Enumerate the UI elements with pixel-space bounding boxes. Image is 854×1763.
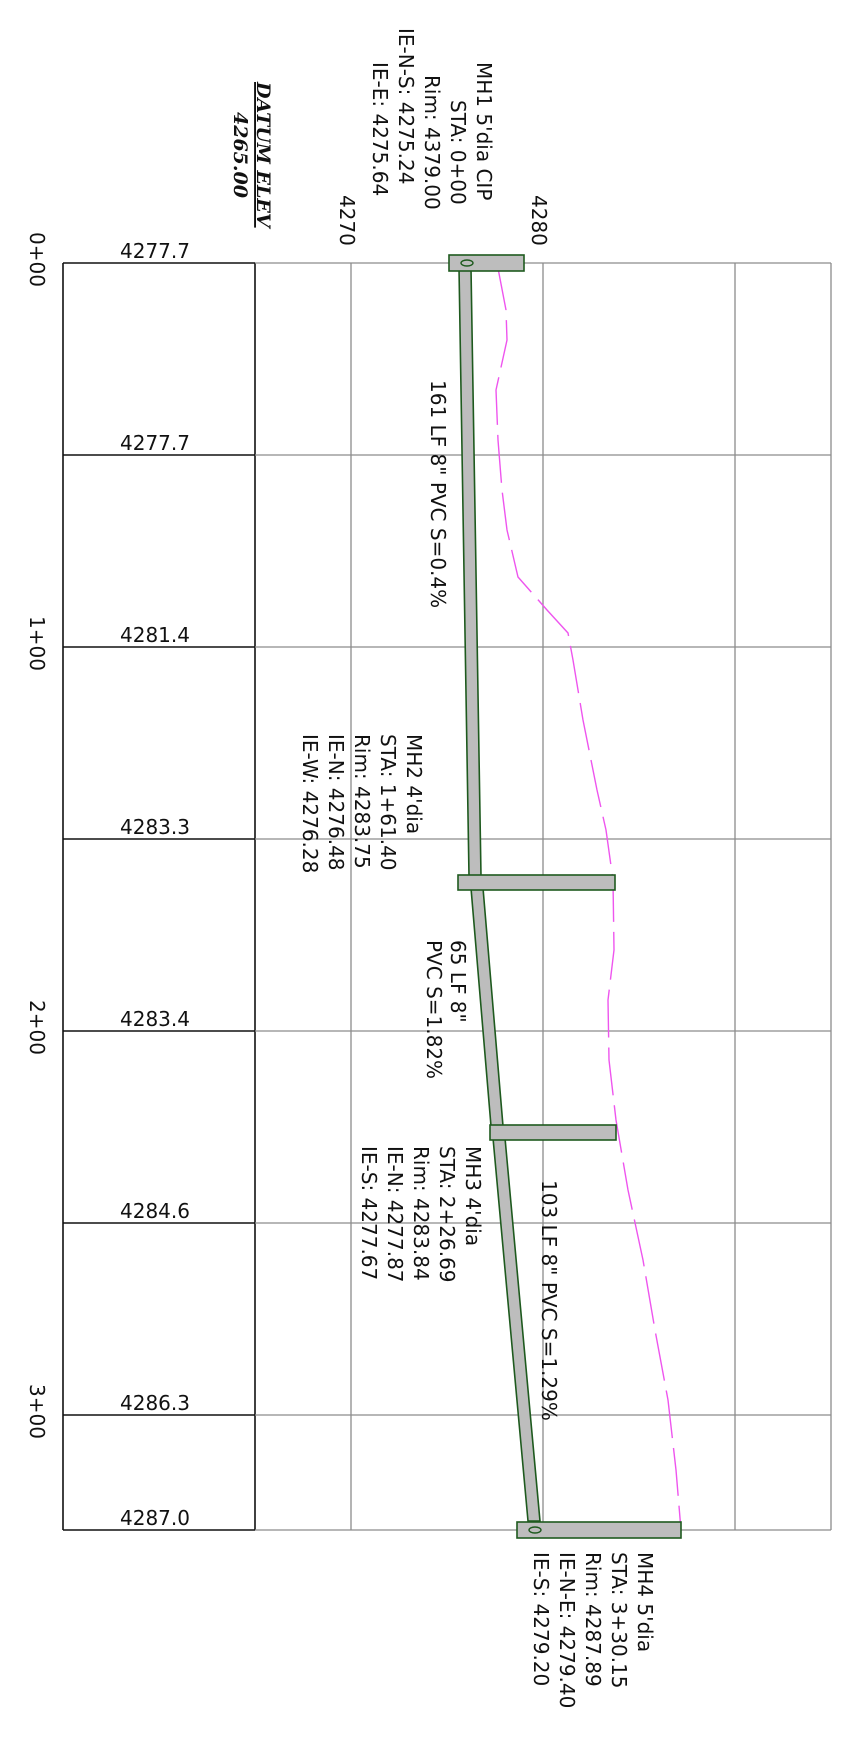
manhole-label-line: IE-E: 4275.64 <box>368 62 392 196</box>
ground-elevation: 4283.4 <box>120 1007 190 1031</box>
manhole-label-line: MH3 4'dia <box>461 1146 485 1246</box>
station-label: 0+00 <box>25 232 49 287</box>
manhole-label-line: Rim: 4287.89 <box>581 1552 605 1687</box>
manhole-label-line: IE-N-E: 4279.40 <box>555 1552 579 1708</box>
elevation-table <box>62 262 256 1531</box>
ground-elevation: 4283.3 <box>120 815 190 839</box>
manhole-label-line: IE-N: 4277.87 <box>383 1146 407 1283</box>
ground-elevation-labels: 4277.7 4277.7 4281.4 4283.3 4283.4 4284.… <box>120 239 190 1530</box>
elevation-tick-label: 4280 <box>527 195 551 246</box>
manhole-mh1-label: MH1 5'dia CIP STA: 0+00 Rim: 4379.00 IE-… <box>368 28 496 210</box>
pipe-segment <box>492 1137 541 1522</box>
manhole-mh4-symbol <box>516 1521 682 1539</box>
manhole-label-line: IE-N: 4276.48 <box>324 734 348 871</box>
pipe-segment <box>470 887 504 1127</box>
manhole-mh4-label: MH4 5'dia STA: 3+30.15 Rim: 4287.89 IE-N… <box>529 1552 657 1708</box>
manhole-label-line: Rim: 4283.84 <box>409 1146 433 1281</box>
ground-elevation: 4286.3 <box>120 1391 190 1415</box>
pipe-label: 161 LF 8" PVC S=0.4% <box>426 380 450 608</box>
manhole-label-line: IE-S: 4277.67 <box>357 1146 381 1280</box>
pipe-segment <box>458 267 482 877</box>
manhole-mh3-label: MH3 4'dia STA: 2+26.69 Rim: 4283.84 IE-N… <box>357 1146 485 1283</box>
ground-elevation: 4277.7 <box>120 239 190 263</box>
manhole-label-line: STA: 3+30.15 <box>607 1552 631 1689</box>
manhole-label-line: MH2 4'dia <box>402 734 426 834</box>
manhole-mh3-symbol <box>489 1124 617 1141</box>
existing-ground-line <box>495 262 682 1531</box>
ground-elevation: 4287.0 <box>120 1506 190 1530</box>
manhole-label-line: IE-S: 4279.20 <box>529 1552 553 1686</box>
manhole-mh1-symbol <box>448 254 525 272</box>
pipe-label: PVC S=1.82% <box>422 940 446 1079</box>
manhole-label-line: STA: 1+61.40 <box>376 734 400 871</box>
ground-elevation: 4281.4 <box>120 623 190 647</box>
manhole-mh2-symbol <box>457 874 616 891</box>
manhole-label-line: STA: 0+00 <box>446 100 470 205</box>
pipe-label: 103 LF 8" PVC S=1.29% <box>537 1180 561 1421</box>
station-labels: 0+00 1+00 2+00 3+00 <box>25 232 49 1439</box>
manhole-label-line: IE-W: 4276.28 <box>298 734 322 873</box>
pipe-label: 65 LF 8" <box>446 940 470 1023</box>
manhole-mh4-center <box>528 1526 542 1534</box>
station-label: 1+00 <box>25 616 49 671</box>
manhole-label-line: MH1 5'dia CIP <box>472 62 496 200</box>
datum-value: 4265.00 <box>229 112 251 198</box>
manhole-label-line: Rim: 4283.75 <box>350 734 374 869</box>
station-label: 2+00 <box>25 1000 49 1055</box>
elevation-tick-label: 4270 <box>335 195 359 246</box>
ground-elevation: 4284.6 <box>120 1199 190 1223</box>
manhole-label-line: IE-N-S: 4275.24 <box>394 28 418 184</box>
ground-elevation: 4277.7 <box>120 431 190 455</box>
manhole-label-line: STA: 2+26.69 <box>435 1146 459 1283</box>
manhole-mh2-label: MH2 4'dia STA: 1+61.40 Rim: 4283.75 IE-N… <box>298 734 426 873</box>
manhole-label-line: MH4 5'dia <box>633 1552 657 1652</box>
manhole-mh1-center <box>460 259 474 267</box>
manhole-label-line: Rim: 4379.00 <box>420 75 444 210</box>
datum-label: DATUM ELEV <box>252 81 274 230</box>
station-label: 3+00 <box>25 1384 49 1439</box>
